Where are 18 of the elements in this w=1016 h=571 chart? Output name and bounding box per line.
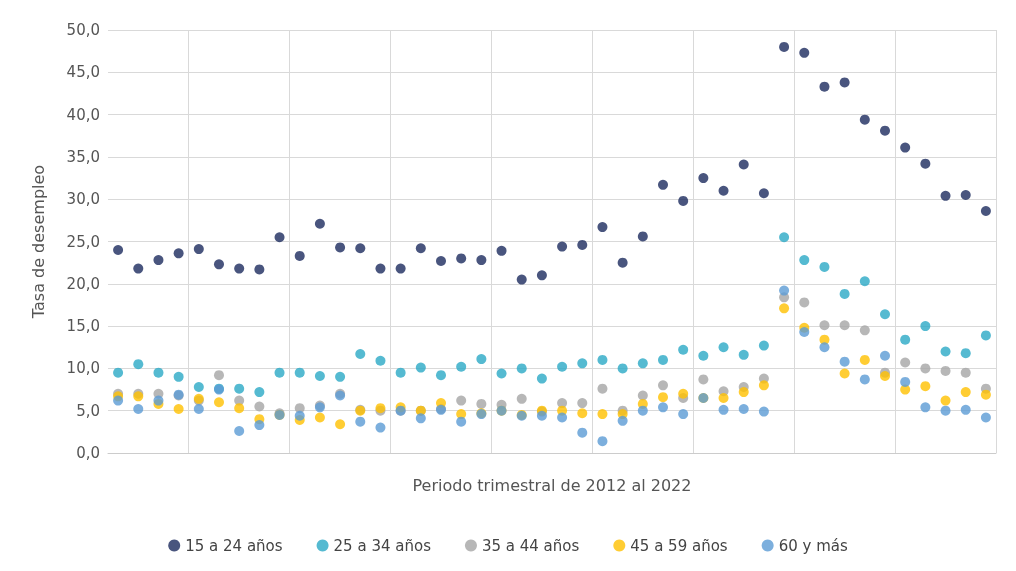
- y-tick-label: 30,0: [66, 190, 100, 209]
- y-tick-label: 35,0: [66, 147, 100, 166]
- legend-label: 60 y más: [778, 536, 848, 555]
- legend-label: 35 a 44 años: [481, 536, 580, 555]
- y-tick-label: 40,0: [66, 105, 100, 124]
- legend-label: 25 a 34 años: [333, 536, 432, 555]
- legend-label: 15 a 24 años: [185, 536, 283, 555]
- x-axis-title: Periodo trimestral de 2012 al 2022: [412, 475, 692, 495]
- legend-label: 45 a 59 años: [630, 536, 728, 555]
- y-tick-label: 10,0: [66, 359, 100, 378]
- y-tick-label: 50,0: [66, 21, 100, 39]
- y-axis-title: Tasa de desempleo: [28, 164, 48, 320]
- y-tick-label: 0,0: [76, 444, 100, 462]
- y-tick-label: 25,0: [66, 232, 100, 251]
- y-tick-label: 20,0: [66, 274, 100, 293]
- y-tick-label: 45,0: [66, 63, 100, 82]
- y-tick-label: 15,0: [66, 317, 100, 336]
- y-tick-label: 5,0: [76, 401, 100, 420]
